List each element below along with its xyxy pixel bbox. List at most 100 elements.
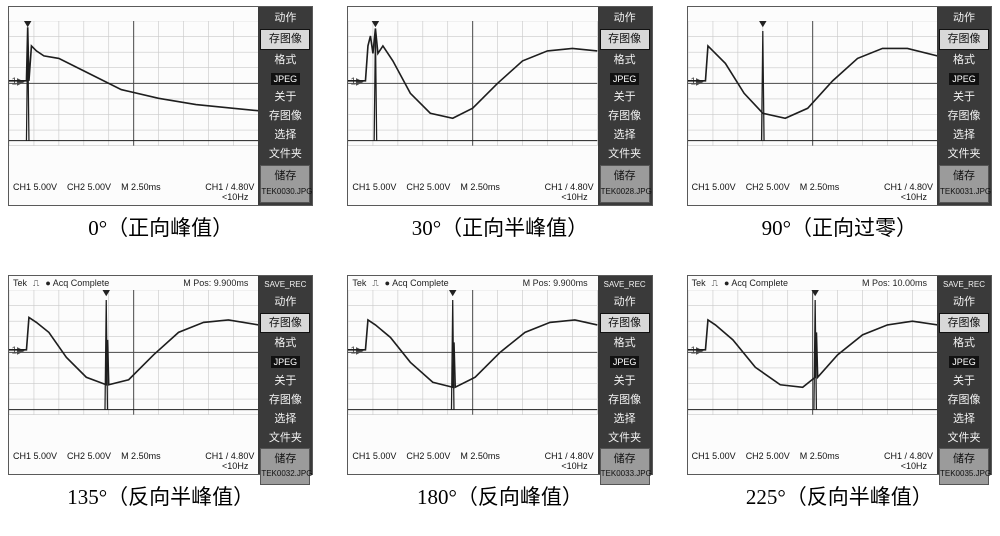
ch2-scale: CH2 5.00V [406, 182, 450, 192]
acq-label: ● Acq Complete [724, 278, 788, 288]
menu-action[interactable]: 动作 [260, 9, 310, 28]
menu-save-image2: 存图像 [260, 107, 310, 126]
menu-save-image[interactable]: 存图像 [260, 313, 310, 334]
side-menu: 动作存图像格式JPEG关于存图像选择文件夹储存TEK0031.JPG [937, 7, 991, 205]
timebase: M 2.50ms [121, 451, 161, 461]
run-icon: ⎍ [372, 278, 378, 289]
scope-plot: 1▶ [9, 21, 258, 146]
ch1-marker: 1▶ [11, 346, 25, 357]
menu-store-button[interactable]: 储存TEK0028.JPG [600, 165, 650, 203]
tek-label: Tek [692, 278, 706, 288]
menu-folder[interactable]: 文件夹 [600, 145, 650, 164]
timebase: M 2.50ms [800, 182, 840, 192]
menu-format-tag: JPEG [260, 353, 310, 372]
menu-save-image2: 存图像 [600, 107, 650, 126]
trigger-marker-icon [449, 290, 456, 296]
menu-format[interactable]: 格式 [600, 51, 650, 70]
scope-footer: CH1 5.00VCH2 5.00VM 2.50msCH1 / 4.80V<10… [9, 448, 258, 474]
trigger-level: CH1 / 4.80V [545, 451, 594, 461]
menu-save-image[interactable]: 存图像 [260, 29, 310, 50]
menu-select[interactable]: 选择 [939, 410, 989, 429]
menu-save-image[interactable]: 存图像 [600, 29, 650, 50]
scope-header [688, 7, 937, 21]
menu-save-image[interactable]: 存图像 [939, 313, 989, 334]
menu-save-image2: 存图像 [260, 391, 310, 410]
trigger-level: CH1 / 4.80V [545, 182, 594, 192]
menu-folder[interactable]: 文件夹 [260, 429, 310, 448]
ch1-marker: 1▶ [690, 77, 704, 88]
menu-select[interactable]: 选择 [260, 126, 310, 145]
panel-caption: 225°（反向半峰值） [746, 481, 933, 511]
menu-format[interactable]: 格式 [260, 51, 310, 70]
scope-footer: CH1 5.00VCH2 5.00VM 2.50msCH1 / 4.80V<10… [688, 448, 937, 474]
trigger-marker-icon [24, 21, 31, 27]
menu-store-button[interactable]: 储存TEK0030.JPG [260, 165, 310, 203]
menu-action[interactable]: 动作 [939, 9, 989, 28]
trigger-marker-icon [759, 21, 766, 27]
menu-format[interactable]: 格式 [939, 334, 989, 353]
menu-select[interactable]: 选择 [600, 410, 650, 429]
menu-select[interactable]: 选择 [600, 126, 650, 145]
side-menu: SAVE_REC动作存图像格式JPEG关于存图像选择文件夹储存TEK0033.J… [598, 276, 652, 474]
ch1-scale: CH1 5.00V [13, 182, 57, 192]
scope-cell: 1▶ CH1 5.00VCH2 5.00VM 2.50msCH1 / 4.80V… [8, 6, 313, 261]
menu-about[interactable]: 关于 [600, 88, 650, 107]
scope-cell: 1▶ CH1 5.00V CH2 5.00V M 2.50ms CH1 / 4.80V… [687, 6, 992, 261]
menu-format[interactable]: 格式 [260, 334, 310, 353]
trigger-pulse [375, 31, 377, 141]
menu-format-tag: JPEG [939, 353, 989, 372]
menu-store-button[interactable]: 储存TEK0031.JPG [939, 165, 989, 203]
scope-cell: 1▶ CH1 5.00VCH2 5.00VM 2.50msCH1 / 4.80V… [347, 6, 652, 261]
scope-header: Tek⎍● Acq CompleteM Pos: 9.900ms [9, 276, 258, 290]
menu-about[interactable]: 关于 [260, 372, 310, 391]
menu-store-button[interactable]: 储存TEK0033.JPG [600, 448, 650, 486]
menu-format[interactable]: 格式 [600, 334, 650, 353]
scope-panel: Tek⎍● Acq CompleteM Pos: 9.900ms 1▶ CH1 … [8, 275, 313, 475]
menu-folder[interactable]: 文件夹 [939, 145, 989, 164]
trigger-level: CH1 / 4.80V [884, 182, 933, 192]
side-menu: 动作存图像格式JPEG关于存图像选择文件夹储存TEK0030.JPG [258, 7, 312, 205]
menu-save-image[interactable]: 存图像 [600, 313, 650, 334]
menu-about[interactable]: 关于 [600, 372, 650, 391]
menu-saverec: SAVE_REC [260, 278, 310, 293]
menu-folder[interactable]: 文件夹 [939, 429, 989, 448]
menu-saverec: SAVE_REC [600, 278, 650, 293]
menu-action[interactable]: 动作 [260, 293, 310, 312]
menu-action[interactable]: 动作 [600, 293, 650, 312]
scope-area: Tek⎍● Acq CompleteM Pos: 9.900ms 1▶ CH1 … [9, 276, 258, 474]
side-menu: SAVE_REC动作存图像格式JPEG关于存图像选择文件夹储存TEK0035.J… [937, 276, 991, 474]
menu-about[interactable]: 关于 [260, 88, 310, 107]
menu-save-image[interactable]: 存图像 [939, 29, 989, 50]
menu-folder[interactable]: 文件夹 [260, 145, 310, 164]
menu-select[interactable]: 选择 [939, 126, 989, 145]
menu-select[interactable]: 选择 [260, 410, 310, 429]
ch1-scale: CH1 5.00V [692, 182, 736, 192]
menu-store-button[interactable]: 储存TEK0032.JPG [260, 448, 310, 486]
scope-area: 1▶ CH1 5.00VCH2 5.00VM 2.50msCH1 / 4.80V… [9, 7, 258, 205]
scope-footer: CH1 5.00VCH2 5.00VM 2.50msCH1 / 4.80V<10… [348, 179, 597, 205]
acq-label: ● Acq Complete [385, 278, 449, 288]
scope-panel: 1▶ CH1 5.00VCH2 5.00VM 2.50msCH1 / 4.80V… [347, 6, 652, 206]
side-menu: 动作存图像格式JPEG关于存图像选择文件夹储存TEK0028.JPG [598, 7, 652, 205]
scope-plot: 1▶ [348, 21, 597, 146]
menu-store-button[interactable]: 储存TEK0035.JPG [939, 448, 989, 486]
footer-sub: <10Hz [222, 192, 248, 202]
menu-folder[interactable]: 文件夹 [600, 429, 650, 448]
menu-about[interactable]: 关于 [939, 88, 989, 107]
panel-caption: 135°（反向半峰值） [67, 481, 254, 511]
scope-footer: CH1 5.00VCH2 5.00VM 2.50msCH1 / 4.80V<10… [688, 179, 937, 205]
mpos-label: M Pos: 9.900ms [183, 278, 248, 288]
menu-about[interactable]: 关于 [939, 372, 989, 391]
acq-label: ● Acq Complete [45, 278, 109, 288]
menu-action[interactable]: 动作 [939, 293, 989, 312]
panel-caption: 90°（正向过零） [762, 212, 917, 242]
ch2-scale: CH2 5.00V [746, 182, 790, 192]
menu-save-image2: 存图像 [939, 107, 989, 126]
timebase: M 2.50ms [121, 182, 161, 192]
menu-save-image2: 存图像 [939, 391, 989, 410]
menu-format[interactable]: 格式 [939, 51, 989, 70]
menu-action[interactable]: 动作 [600, 9, 650, 28]
scope-cell: Tek⎍● Acq CompleteM Pos: 9.900ms 1▶ CH1 … [8, 275, 313, 530]
panel-caption: 0°（正向峰值） [88, 212, 233, 242]
side-menu: SAVE_REC动作存图像格式JPEG关于存图像选择文件夹储存TEK0032.J… [258, 276, 312, 474]
